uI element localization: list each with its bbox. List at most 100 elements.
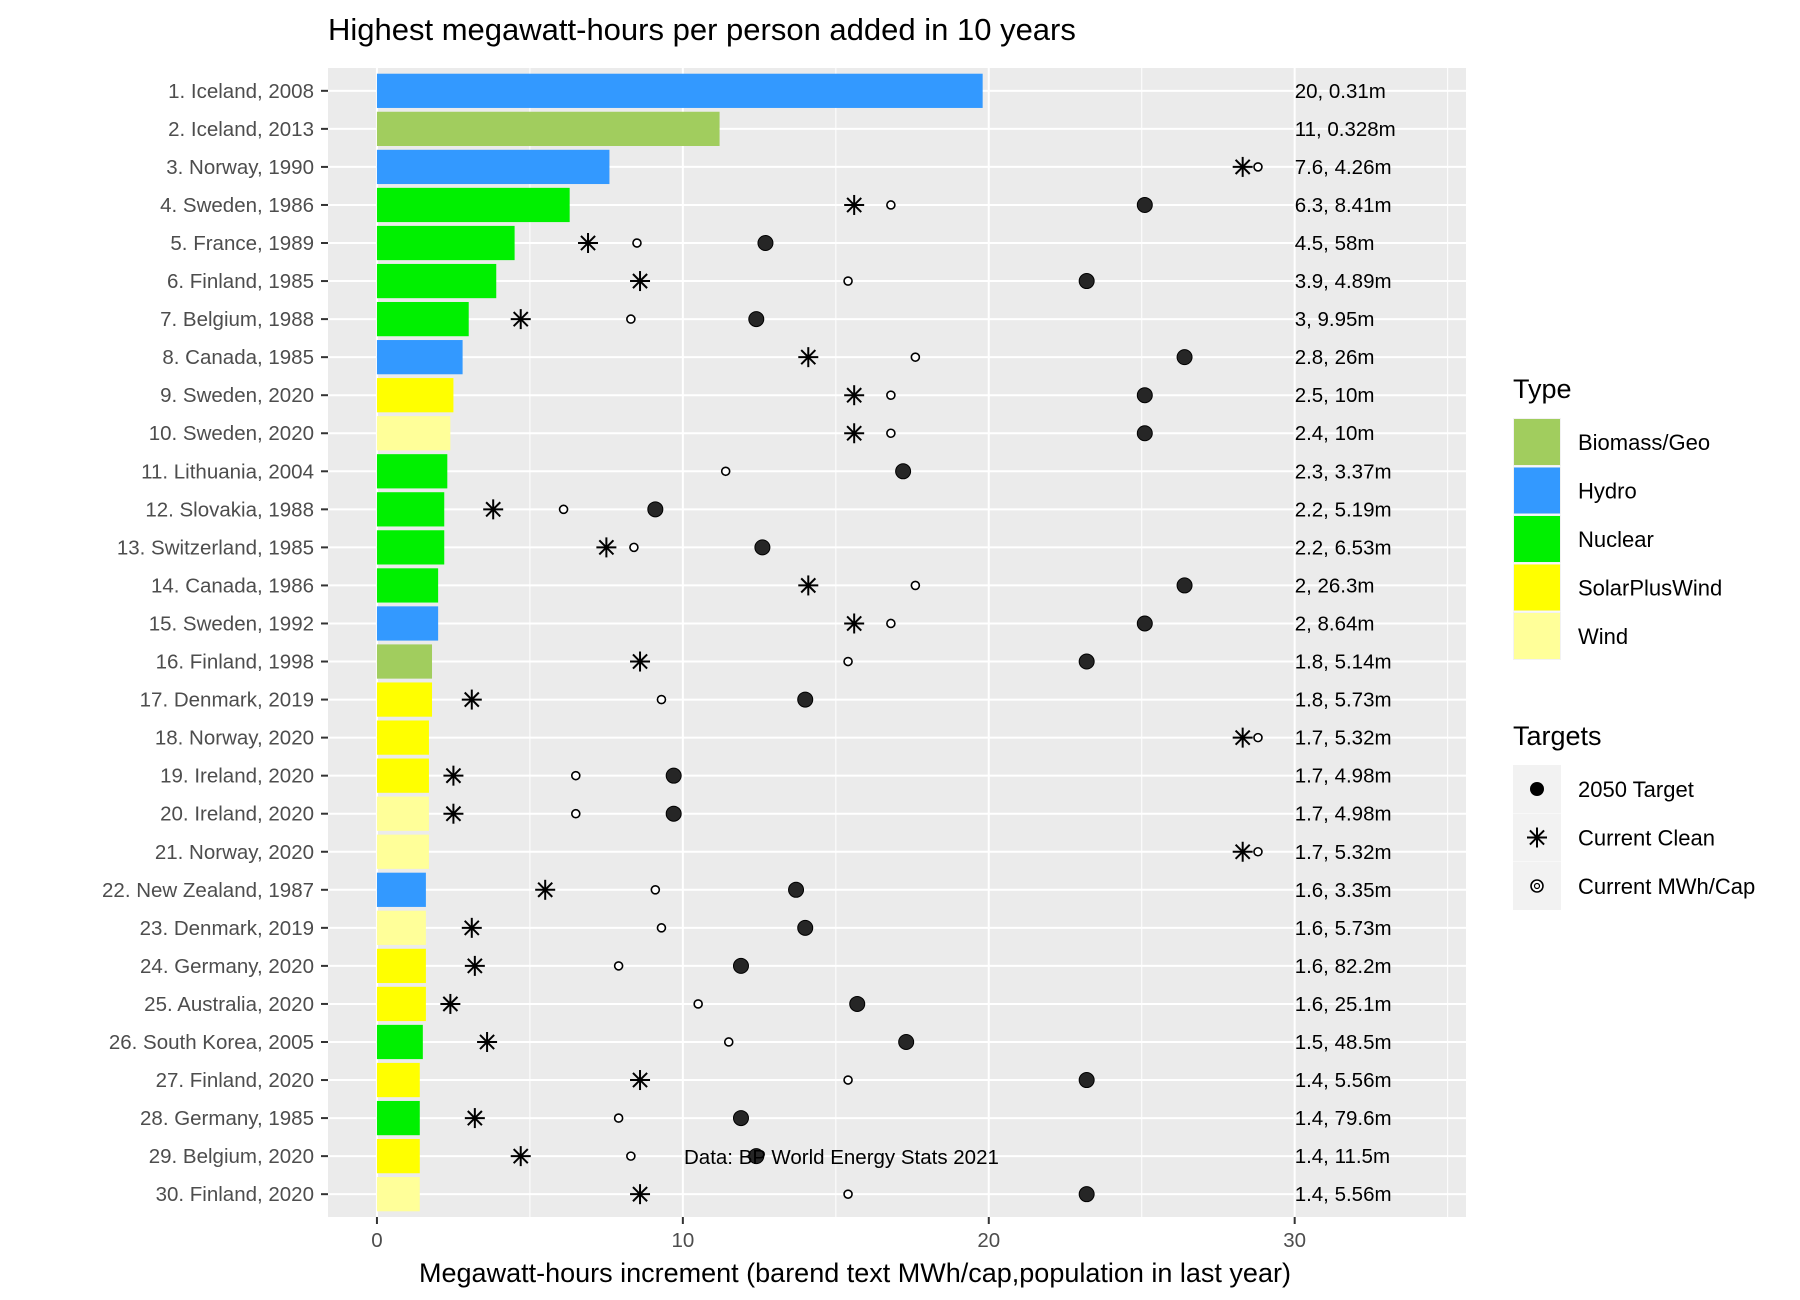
current-clean-marker: [1232, 841, 1253, 862]
bar-end-label: 1.7, 5.32m: [1295, 727, 1392, 750]
current-mwh-cap-marker: [843, 1189, 853, 1199]
bar-end-label: 1.4, 5.56m: [1295, 1069, 1392, 1092]
bar-end-label: 7.6, 4.26m: [1295, 156, 1392, 179]
chart-title: Highest megawatt-hours per person added …: [328, 12, 1076, 47]
current-mwh-cap-marker: [650, 885, 661, 895]
bar-end-label: 1.8, 5.73m: [1295, 689, 1392, 712]
bar-end-label: 1.5, 48.5m: [1295, 1031, 1392, 1054]
bar-end-label: 2.2, 6.53m: [1295, 536, 1392, 559]
bar: [376, 606, 439, 641]
bar: [376, 187, 570, 223]
bar: [376, 1177, 420, 1212]
current-clean-marker: [510, 1146, 531, 1167]
current-mwh-cap-marker: [570, 808, 581, 819]
bar-end-label: 2.4, 10m: [1295, 422, 1375, 445]
current-mwh-cap-marker: [1253, 846, 1263, 857]
y-tick-label: 9. Sweden, 2020: [160, 384, 314, 407]
target-2050-marker: [732, 1110, 749, 1127]
bar: [376, 682, 433, 717]
bar: [376, 796, 429, 831]
current-clean-marker: [798, 347, 819, 368]
legend-symbol-open-circle: [1530, 879, 1544, 893]
bar: [376, 910, 426, 945]
current-clean-marker: [510, 309, 531, 330]
target-2050-marker: [1078, 1072, 1095, 1089]
y-tick-label: 26. South Korea, 2005: [109, 1031, 314, 1054]
bar-end-label: 1.6, 25.1m: [1295, 993, 1392, 1016]
y-tick-label: 24. Germany, 2020: [140, 955, 314, 978]
current-mwh-cap-marker: [720, 466, 731, 477]
bar-end-label: 1.7, 4.98m: [1295, 765, 1392, 788]
current-mwh-cap-marker: [910, 352, 921, 362]
legend-symbol-asterisk: [1527, 827, 1547, 848]
legend-entry-label: Hydro: [1578, 479, 1637, 504]
current-clean-marker: [443, 803, 464, 824]
current-clean-marker: [798, 575, 819, 596]
x-axis-title: Megawatt-hours increment (barend text MW…: [419, 1258, 1291, 1288]
y-tick-label: 28. Germany, 1985: [140, 1107, 314, 1130]
current-clean-marker: [578, 233, 599, 254]
legend-key-swatch: [1514, 516, 1560, 562]
current-mwh-cap-marker: [843, 1075, 853, 1085]
target-2050-marker: [788, 881, 805, 898]
current-clean-marker: [844, 613, 865, 634]
bar: [376, 225, 515, 261]
bar-end-label: 2.8, 26m: [1295, 346, 1375, 369]
bar-end-labels: 20, 0.31m 11, 0.328m 7.6, 4.26m 6.3, 8.41m 4…: [1295, 80, 1396, 1206]
target-2050-marker: [748, 311, 765, 328]
y-tick-label: 6. Finland, 1985: [167, 270, 314, 293]
y-tick-label: 15. Sweden, 1992: [149, 612, 314, 635]
bar: [376, 378, 454, 413]
current-clean-marker: [461, 917, 482, 938]
target-2050-marker: [1136, 425, 1153, 442]
current-clean-marker: [630, 271, 651, 292]
x-axis: 0 10 20 30: [371, 1217, 1306, 1252]
bar: [376, 454, 448, 489]
target-2050-marker: [898, 1033, 915, 1050]
target-2050-marker: [732, 957, 749, 974]
current-mwh-cap-marker: [656, 923, 667, 933]
bar-end-label: 1.7, 5.32m: [1295, 841, 1392, 864]
target-2050-marker: [1078, 653, 1095, 670]
current-mwh-cap-marker: [632, 238, 642, 248]
current-mwh-cap-marker: [626, 314, 636, 324]
type-legend: Type Biomass/Geo Hydro Nuclear SolarPlusWin…: [1513, 374, 1722, 660]
target-2050-marker: [1136, 387, 1153, 404]
legend-entry-label: 2050 Target: [1578, 777, 1694, 802]
legend-key-swatch: [1514, 564, 1560, 611]
current-clean-marker: [844, 194, 865, 215]
y-tick-label: 16. Finland, 1998: [156, 651, 314, 674]
bar-end-label: 1.8, 5.14m: [1295, 651, 1392, 674]
target-2050-marker: [647, 501, 664, 518]
legend-key-swatch: [1514, 419, 1560, 465]
bar-end-label: 4.5, 58m: [1295, 232, 1375, 255]
y-tick-label: 17. Denmark, 2019: [140, 689, 314, 712]
bar: [376, 530, 445, 565]
bar-end-label: 3, 9.95m: [1295, 308, 1375, 331]
bar: [376, 416, 451, 451]
current-clean-marker: [596, 537, 617, 558]
bar-end-label: 2, 8.64m: [1295, 612, 1375, 635]
legend-key-swatch: [1514, 467, 1560, 514]
legend-symbol-inner-circle: [1533, 882, 1541, 890]
y-tick-label: 4. Sweden, 1986: [160, 194, 314, 217]
target-2050-marker: [797, 691, 814, 708]
current-clean-marker: [630, 1070, 651, 1091]
bar: [376, 568, 439, 603]
target-2050-marker: [754, 539, 771, 556]
bar: [376, 73, 983, 108]
y-tick-label: 27. Finland, 2020: [156, 1069, 314, 1092]
y-tick-label: 8. Canada, 1985: [162, 346, 314, 369]
x-tick-label: 10: [671, 1229, 694, 1252]
bar-end-label: 11, 0.328m: [1295, 118, 1396, 141]
current-mwh-cap-marker: [886, 618, 896, 629]
current-mwh-cap-marker: [613, 961, 624, 971]
bar: [376, 111, 720, 146]
legend-entry-label: Current MWh/Cap: [1578, 874, 1755, 899]
current-mwh-cap-marker: [723, 1037, 734, 1047]
bar-end-label: 1.6, 82.2m: [1295, 955, 1392, 978]
bar-end-label: 2, 26.3m: [1295, 574, 1375, 597]
current-clean-marker: [464, 955, 485, 976]
